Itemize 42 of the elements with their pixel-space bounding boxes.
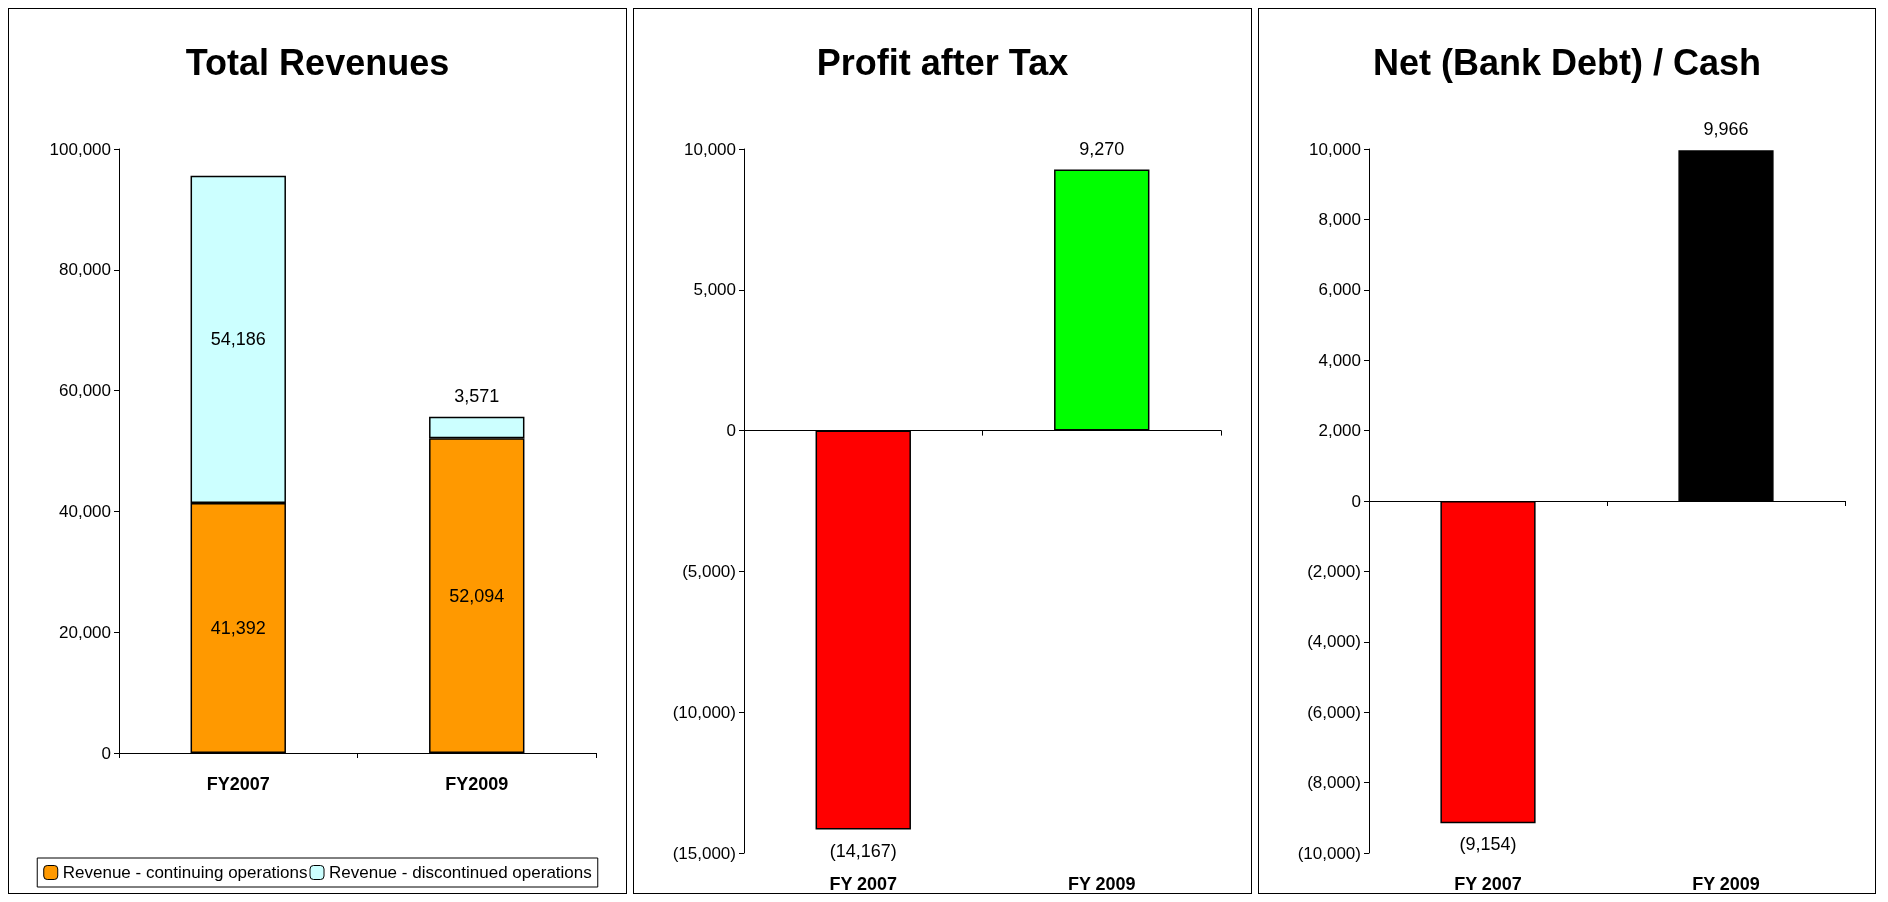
y-tick-label: 10,000 <box>1309 139 1361 159</box>
legend-label: Revenue - discontinued operations <box>329 863 592 882</box>
x-tick-label: FY 2007 <box>829 874 898 894</box>
data-label: 52,094 <box>449 585 505 606</box>
legend-label: Revenue - continuing operations <box>62 863 308 882</box>
y-tick-label: 5,000 <box>693 280 736 300</box>
y-tick-label: 4,000 <box>1318 350 1361 370</box>
y-tick-label: 8,000 <box>1318 209 1361 229</box>
y-tick-label: 0 <box>1351 491 1361 511</box>
y-tick-label: (6,000) <box>1307 702 1361 722</box>
chart-title: Profit after Tax <box>816 41 1069 83</box>
y-tick-label: (10,000) <box>672 702 736 722</box>
x-tick-label: FY2009 <box>445 774 509 794</box>
x-tick-label: FY 2007 <box>1454 874 1522 894</box>
y-tick-label: 20,000 <box>59 622 111 642</box>
data-label: 9,966 <box>1703 119 1749 140</box>
x-tick-label: FY 2009 <box>1067 874 1136 894</box>
y-tick-label: 2,000 <box>1318 421 1361 441</box>
data-label: (9,154) <box>1459 834 1517 855</box>
y-tick-label: (8,000) <box>1307 773 1361 793</box>
y-tick-label: 6,000 <box>1318 280 1361 300</box>
data-label: 9,270 <box>1079 138 1125 159</box>
chart-title: Net (Bank Debt) / Cash <box>1372 41 1762 83</box>
data-label: 41,392 <box>210 618 266 638</box>
y-tick-label: (15,000) <box>672 843 736 863</box>
y-tick-label: (10,000) <box>1297 843 1361 863</box>
y-tick-label: (4,000) <box>1307 632 1361 652</box>
y-tick-label: 0 <box>101 743 111 763</box>
y-tick-label: 0 <box>726 421 736 441</box>
data-label: 3,571 <box>454 385 500 406</box>
y-tick-label: (5,000) <box>682 561 736 581</box>
y-tick-label: (2,000) <box>1307 561 1361 581</box>
y-tick-label: 10,000 <box>684 139 736 159</box>
chart-title: Total Revenues <box>185 41 450 83</box>
x-tick-label: FY2007 <box>206 774 270 794</box>
x-tick-label: FY 2009 <box>1692 874 1760 894</box>
y-tick-label: 60,000 <box>59 381 111 401</box>
data-label: (14,167) <box>829 840 897 861</box>
data-label: 54,186 <box>210 329 266 350</box>
y-tick-label: 80,000 <box>59 260 111 280</box>
y-tick-label: 40,000 <box>59 501 111 521</box>
y-tick-label: 100,000 <box>49 139 111 159</box>
